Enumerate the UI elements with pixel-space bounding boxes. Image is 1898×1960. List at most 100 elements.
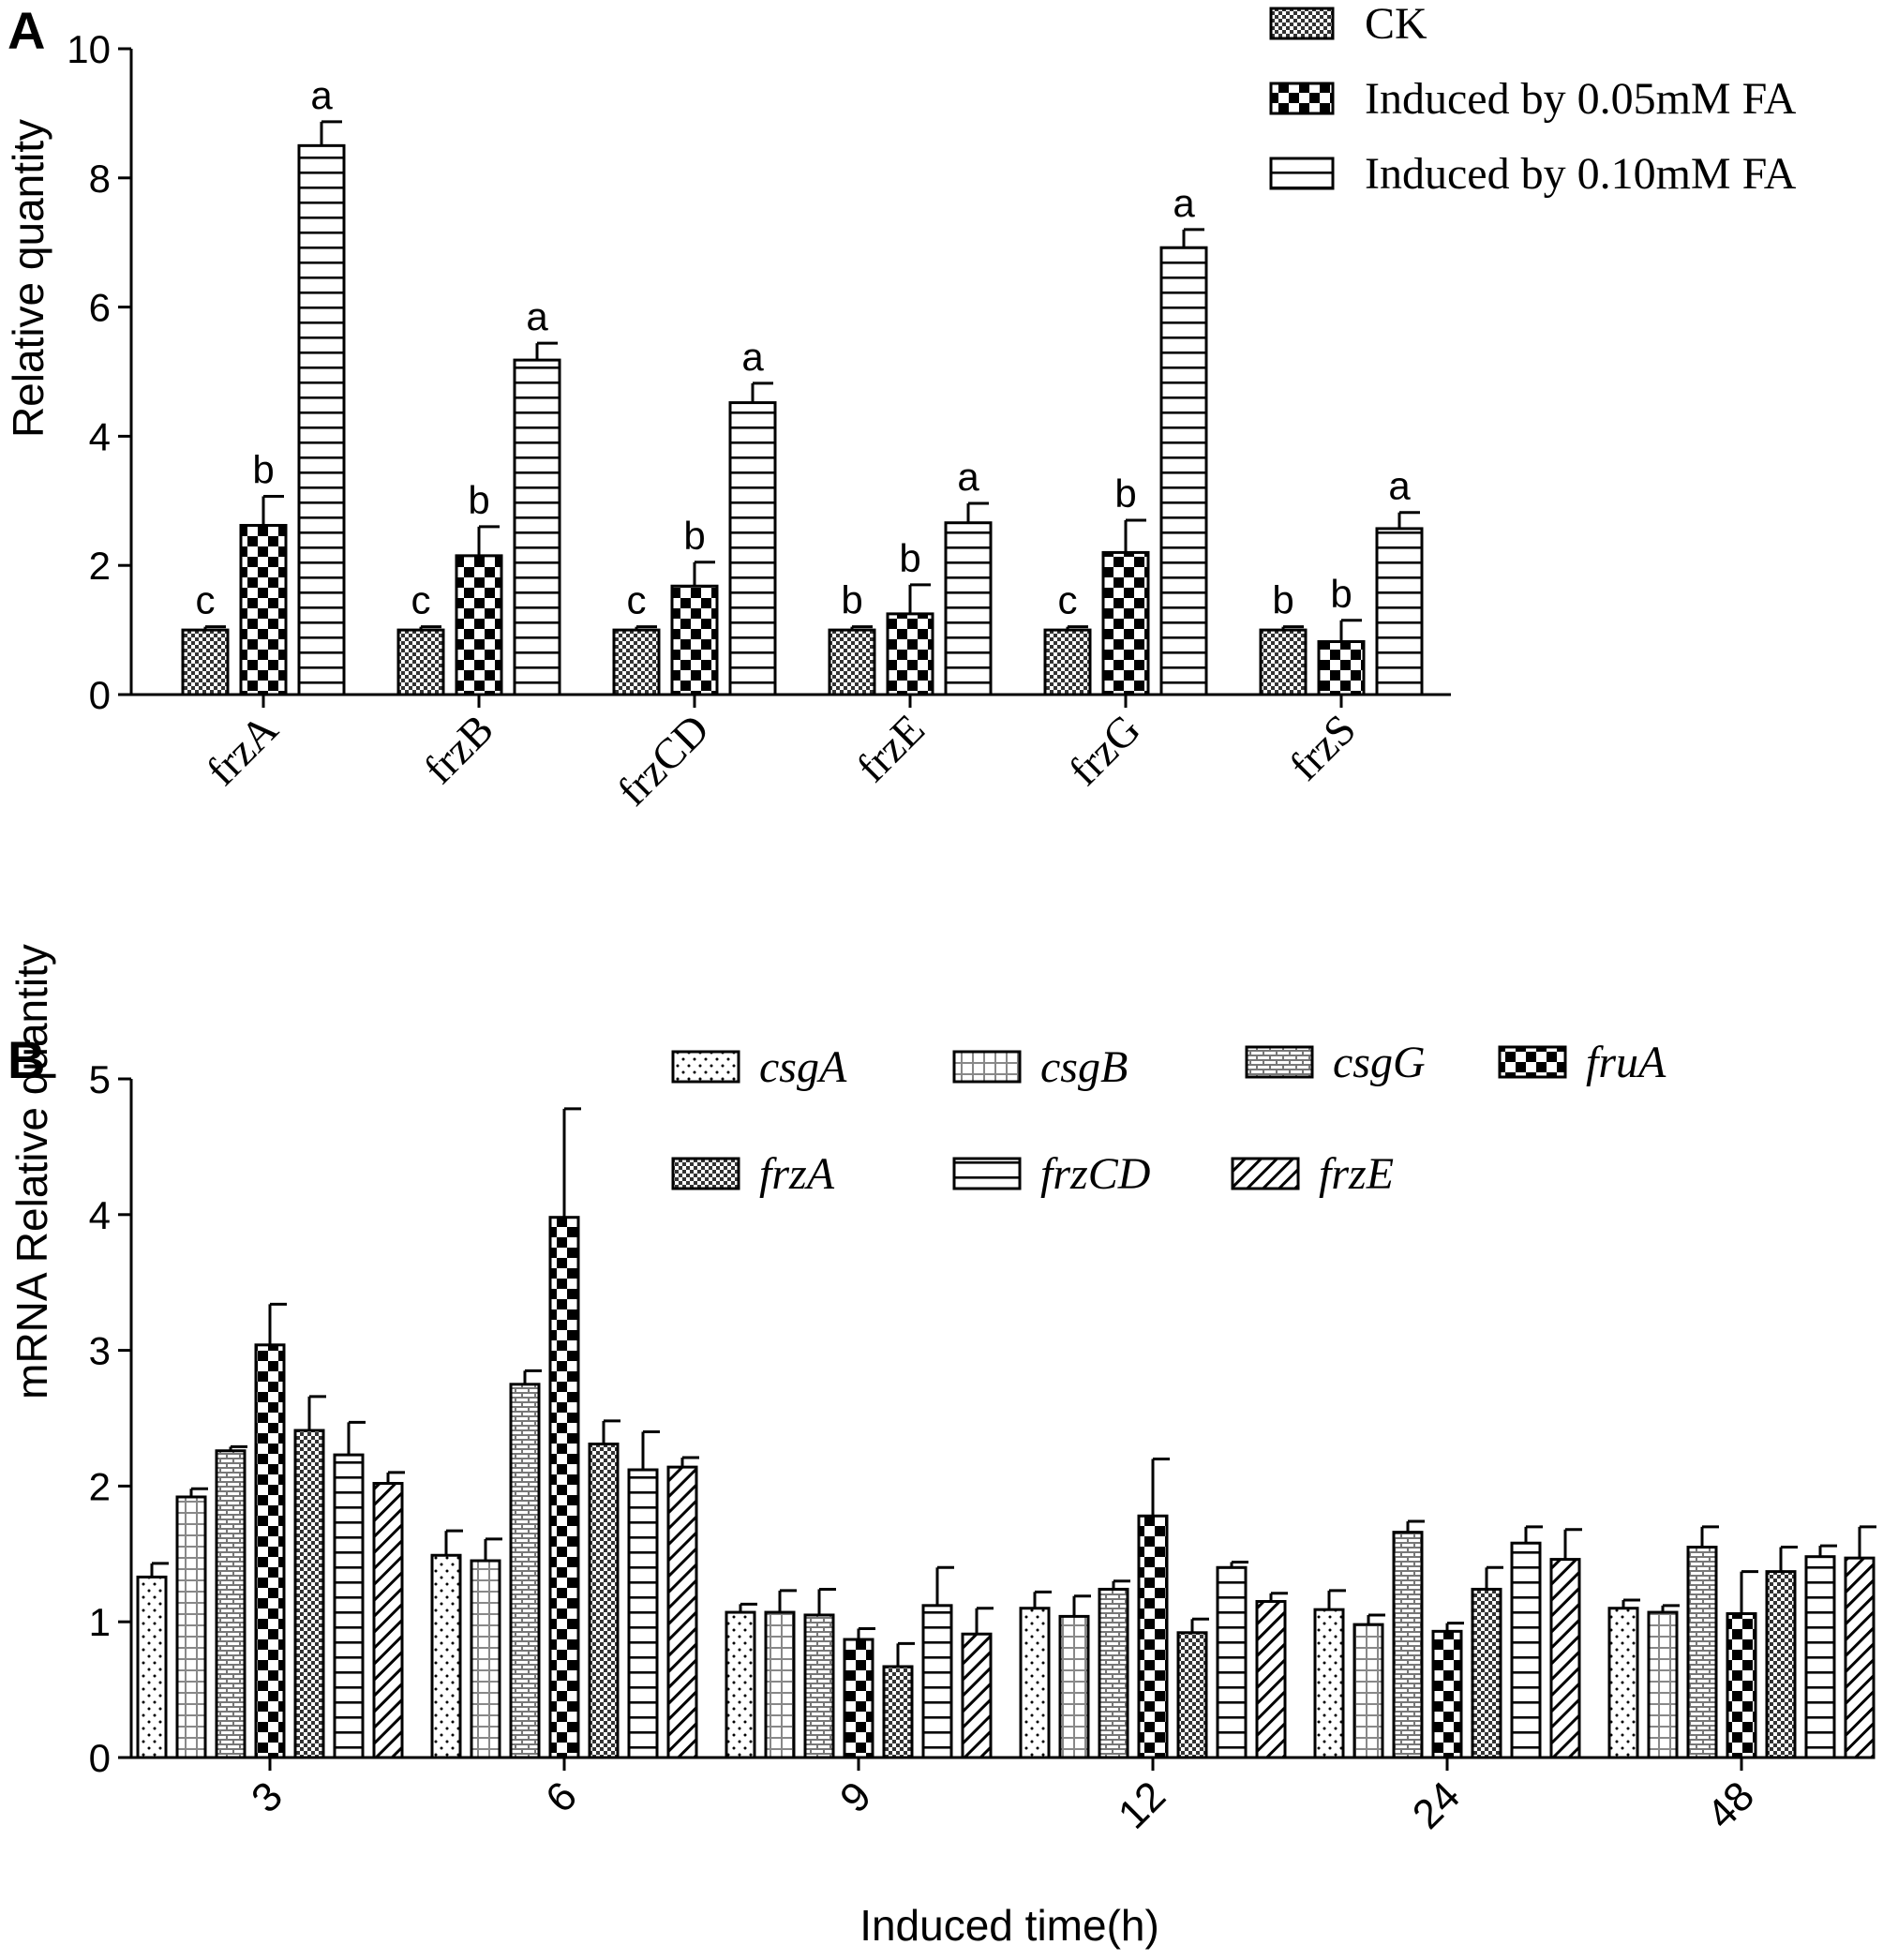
legend-label-frua: fruA xyxy=(1586,1038,1666,1087)
bar-frzcd-48 xyxy=(1804,1555,1836,1759)
x-tick-label-24: 24 xyxy=(1404,1773,1469,1837)
bar-csga-48 xyxy=(1607,1607,1639,1759)
bar-induced-by-0-05mm-fa-frzb xyxy=(455,554,503,696)
bar-ck-frzb xyxy=(396,628,445,696)
bar-induced-by-0-10mm-fa-frzb xyxy=(513,358,561,696)
legend-swatch-ck xyxy=(1269,7,1335,40)
legend-swatch-csga xyxy=(671,1050,740,1084)
significance-letter-induced-by-0-10mm-fa-frzg: a xyxy=(1173,181,1195,225)
bar-ck-frzg xyxy=(1043,628,1092,696)
bar-frua-6 xyxy=(548,1216,580,1759)
bar-frza-48 xyxy=(1765,1570,1797,1759)
x-tick-label-frzg: frzG xyxy=(1059,705,1149,795)
bar-ck-frzs xyxy=(1259,628,1308,696)
bar-induced-by-0-05mm-fa-frze xyxy=(886,612,934,696)
bar-induced-by-0-10mm-fa-frzg xyxy=(1159,246,1208,696)
legend-swatch-frza xyxy=(671,1157,740,1190)
significance-letter-induced-by-0-10mm-fa-frzcd: a xyxy=(741,335,764,379)
significance-letter-induced-by-0-05mm-fa-frzb: b xyxy=(468,478,489,522)
bar-csga-3 xyxy=(136,1575,168,1759)
x-tick-label-frzs: frzS xyxy=(1280,705,1365,789)
y-tick-label: 2 xyxy=(89,1464,111,1508)
bar-csgb-12 xyxy=(1058,1614,1090,1759)
bar-ck-frzcd xyxy=(612,628,661,696)
bar-frza-12 xyxy=(1176,1631,1208,1759)
y-tick-label: 0 xyxy=(89,1736,111,1780)
y-tick-label: 4 xyxy=(89,414,111,458)
significance-letter-ck-frzcd: c xyxy=(627,578,647,622)
y-tick-label: 0 xyxy=(89,673,111,717)
significance-letter-induced-by-0-05mm-fa-frze: b xyxy=(899,536,920,580)
y-tick-label: 8 xyxy=(89,157,111,201)
x-tick-label-frza: frzA xyxy=(197,705,287,795)
bar-csgb-3 xyxy=(175,1495,207,1759)
x-tick-label-frzb: frzB xyxy=(414,705,502,793)
bar-csgg-9 xyxy=(803,1613,835,1759)
bar-frze-12 xyxy=(1255,1599,1287,1759)
bar-csga-24 xyxy=(1313,1608,1345,1759)
legend-label-frze: frzE xyxy=(1319,1149,1394,1199)
bar-csga-9 xyxy=(725,1610,756,1759)
significance-letter-induced-by-0-05mm-fa-frzcd: b xyxy=(683,514,705,558)
bar-frze-6 xyxy=(666,1465,698,1759)
y-tick-label: 4 xyxy=(89,1193,111,1237)
significance-letter-ck-frza: c xyxy=(196,578,216,622)
legend-label-frza: frzA xyxy=(759,1149,835,1199)
legend-label-frzcd: frzCD xyxy=(1040,1149,1150,1199)
bar-csgg-6 xyxy=(509,1383,541,1759)
bar-frza-24 xyxy=(1471,1587,1502,1759)
bar-frua-48 xyxy=(1726,1612,1757,1759)
y-tick-label: 3 xyxy=(89,1329,111,1373)
x-tick-label-12: 12 xyxy=(1110,1773,1174,1837)
significance-letter-induced-by-0-10mm-fa-frza: a xyxy=(310,73,333,117)
bar-csgb-24 xyxy=(1353,1623,1384,1759)
bar-frzcd-24 xyxy=(1510,1541,1542,1759)
x-tick-label-6: 6 xyxy=(537,1773,586,1821)
legend-swatch-frzcd xyxy=(952,1157,1022,1190)
bar-induced-by-0-05mm-fa-frzcd xyxy=(670,584,719,696)
panel-a-ylabel: Relative quantity xyxy=(4,119,52,438)
bar-csgb-6 xyxy=(470,1559,501,1759)
bar-csgb-9 xyxy=(764,1610,796,1759)
bar-frze-3 xyxy=(372,1482,404,1759)
significance-letter-ck-frze: b xyxy=(841,578,862,622)
panel-b-ylabel: mRNA Relative quantity xyxy=(7,944,56,1399)
x-tick-label-3: 3 xyxy=(243,1773,291,1821)
legend-label-csgg: csgG xyxy=(1333,1038,1426,1087)
bar-frzcd-12 xyxy=(1216,1565,1248,1759)
panel-b-xlabel: Induced time(h) xyxy=(859,1901,1159,1950)
bar-csgb-48 xyxy=(1647,1610,1679,1759)
significance-letter-induced-by-0-10mm-fa-frze: a xyxy=(957,455,979,499)
panel-a-letter: A xyxy=(7,1,45,60)
legend-label-induced-by-0-10mm-fa: Induced by 0.10mM FA xyxy=(1365,149,1797,199)
x-tick-label-9: 9 xyxy=(831,1773,880,1821)
bar-induced-by-0-10mm-fa-frzcd xyxy=(728,401,777,696)
legend-swatch-frze xyxy=(1231,1157,1300,1190)
bar-induced-by-0-10mm-fa-frza xyxy=(297,143,346,696)
legend-label-csga: csgA xyxy=(759,1042,847,1092)
bar-frze-24 xyxy=(1549,1558,1581,1759)
panel-a-plot: 0246810frzAcbafrzBcbafrzCDcbafrzEbbafrzG… xyxy=(67,0,1796,815)
bar-csga-12 xyxy=(1019,1607,1051,1759)
bar-induced-by-0-05mm-fa-frzs xyxy=(1317,640,1366,696)
bar-csgg-12 xyxy=(1098,1587,1129,1759)
y-tick-label: 10 xyxy=(67,27,111,71)
bar-frua-3 xyxy=(254,1343,286,1759)
significance-letter-ck-frzg: c xyxy=(1058,578,1078,622)
y-tick-label: 6 xyxy=(89,286,111,330)
bar-frze-9 xyxy=(961,1632,993,1759)
bar-induced-by-0-10mm-fa-frzs xyxy=(1375,527,1424,696)
y-tick-label: 1 xyxy=(89,1600,111,1644)
bar-frze-48 xyxy=(1844,1556,1876,1759)
bar-frzcd-3 xyxy=(333,1453,365,1759)
bar-csgg-24 xyxy=(1392,1531,1424,1759)
y-tick-label: 5 xyxy=(89,1057,111,1101)
bar-ck-frza xyxy=(181,628,230,696)
bar-frua-24 xyxy=(1431,1629,1463,1759)
significance-letter-ck-frzs: b xyxy=(1272,578,1293,622)
bar-csgg-48 xyxy=(1686,1546,1718,1759)
significance-letter-induced-by-0-10mm-fa-frzs: a xyxy=(1388,464,1411,508)
bar-frza-9 xyxy=(882,1665,914,1759)
